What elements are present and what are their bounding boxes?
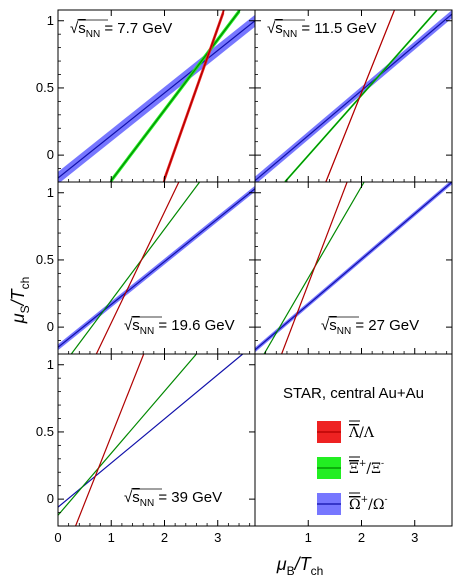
panel-2-plot-area: [58, 182, 255, 354]
panel-0: 0 0.5 1 √sNN = 7.7 GeV: [36, 9, 256, 183]
y-tick-label: 0: [47, 319, 54, 334]
x-tick-label: 2: [161, 530, 168, 545]
y-axis-title: μS/Tch: [8, 277, 32, 325]
x-tick-label: 3: [214, 530, 221, 545]
xi-line-panel-2: [70, 182, 201, 354]
energy-label-panel-1: √sNN = 11.5 GeV: [267, 20, 377, 40]
panel-1-plot-area: [255, 10, 452, 182]
x-tick-label: 1: [305, 530, 312, 545]
energy-label-panel-2: √sNN = 19.6 GeV: [124, 317, 235, 337]
lambda-line-panel-0: [162, 10, 225, 182]
omega-line-panel-1: [255, 13, 452, 182]
lambda-line-panel-4: [75, 354, 145, 526]
panel-2: 0 0.5 1 √sNN = 19.6 GeV: [36, 181, 256, 355]
omega-line-panel-0: [58, 20, 255, 179]
lambda-line-panel-2: [95, 182, 180, 354]
omega-line-panel-4: [58, 354, 244, 508]
x-tick-label: 0: [54, 530, 61, 545]
axis-titles: μS/Tch μB/Tch: [8, 277, 323, 578]
panel-4-frame: [57, 353, 256, 527]
legend-title: STAR, central Au+Au: [283, 385, 424, 402]
x-tick-label: 1: [108, 530, 115, 545]
x-tick-labels: 0 1 2 3 1 2 3: [54, 520, 418, 545]
panel-3: √sNN = 27 GeV: [254, 181, 453, 355]
legend-entry-xi: Ξ+/Ξ-: [317, 456, 384, 479]
panel-0-plot-area: [58, 10, 255, 182]
x-tick-label: 2: [358, 530, 365, 545]
panel-3-frame: [254, 181, 453, 355]
legend: STAR, central Au+Au Λ/Λ Ξ+/Ξ- Ω+/Ω-: [283, 385, 424, 515]
y-tick-label: 0.5: [36, 80, 54, 95]
y-tick-label: 0: [47, 147, 54, 162]
energy-label-panel-4: √sNN = 39 GeV: [124, 489, 222, 509]
legend-label-omega: Ω+/Ω-: [349, 495, 388, 513]
y-tick-label: 1: [47, 357, 54, 372]
energy-label-panel-3: √sNN = 27 GeV: [321, 317, 419, 337]
panel-3-plot-area: [255, 182, 452, 354]
y-tick-label: 1: [47, 13, 54, 28]
legend-entry-lambda: Λ/Λ: [317, 420, 375, 443]
xi-line-panel-0: [109, 10, 241, 182]
y-tick-label: 1: [47, 185, 54, 200]
xi-line-panel-1: [284, 10, 438, 182]
x-tick-label: 3: [411, 530, 418, 545]
lambda-line-panel-1: [325, 10, 396, 182]
lambda-line-panel-3: [281, 182, 348, 354]
panel-4-plot-area: [58, 354, 244, 526]
omega-line-panel-3: [255, 182, 452, 351]
legend-entry-omega: Ω+/Ω-: [317, 492, 388, 515]
panels-layer: 0 0.5 1 √sNN = 7.7 GeV √sNN = 11.5 GeV 0 0.5 1 √…: [36, 9, 453, 545]
legend-label-lambda: Λ/Λ: [348, 425, 375, 441]
x-axis-title: μB/Tch: [276, 554, 324, 578]
y-tick-label: 0.5: [36, 252, 54, 267]
xi-line-panel-4: [58, 354, 197, 516]
panel-1: √sNN = 11.5 GeV: [254, 9, 453, 183]
y-tick-label: 0: [47, 491, 54, 506]
legend-label-xi: Ξ+/Ξ-: [349, 459, 384, 477]
panel-4: 0 0.5 1 √sNN = 39 GeV: [36, 353, 256, 527]
y-tick-label: 0.5: [36, 424, 54, 439]
energy-label-panel-0: √sNN = 7.7 GeV: [70, 20, 172, 40]
omega-line-panel-2: [58, 188, 255, 348]
